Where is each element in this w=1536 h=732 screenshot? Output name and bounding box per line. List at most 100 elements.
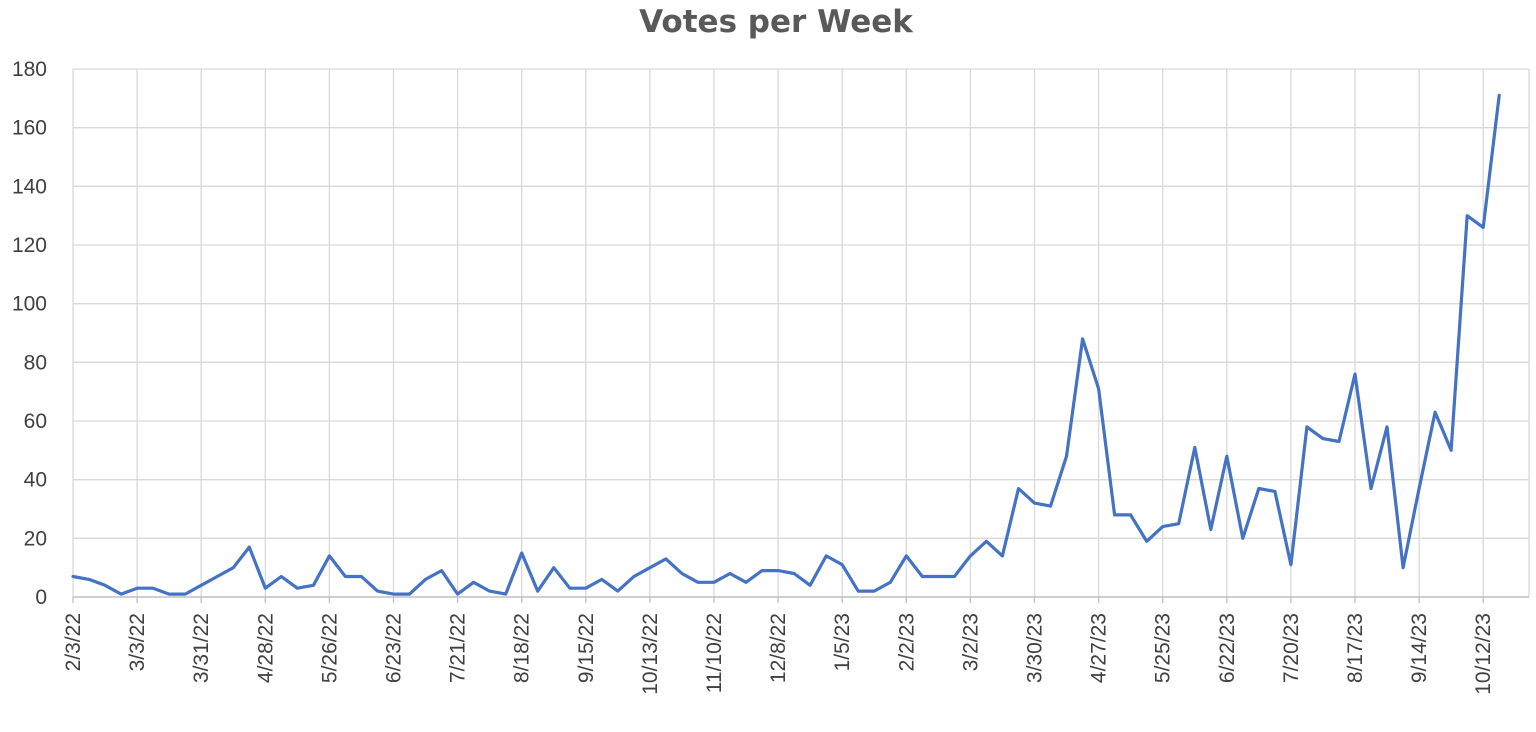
x-tick-label: 5/26/22 — [318, 613, 341, 683]
data-point — [360, 575, 363, 578]
x-tick-label: 3/3/22 — [126, 613, 149, 671]
data-point — [440, 569, 443, 572]
x-tick-label: 3/2/23 — [959, 613, 982, 671]
y-tick-label: 80 — [24, 351, 47, 374]
data-point — [520, 551, 523, 554]
x-tick-label: 5/25/23 — [1152, 613, 1175, 683]
data-point — [152, 587, 155, 590]
data-point — [632, 575, 635, 578]
data-point — [584, 587, 587, 590]
data-point — [600, 578, 603, 581]
data-point — [1450, 449, 1453, 452]
y-tick-label: 120 — [12, 234, 47, 257]
x-tick-label: 6/22/23 — [1216, 613, 1239, 683]
x-tick-label: 3/30/23 — [1024, 613, 1047, 683]
data-point — [1081, 337, 1084, 340]
data-point — [1257, 487, 1260, 490]
data-point — [392, 593, 395, 596]
data-point — [1161, 525, 1164, 528]
data-point — [280, 575, 283, 578]
data-point — [376, 590, 379, 593]
data-point — [873, 590, 876, 593]
data-point — [1321, 437, 1324, 440]
data-point — [1145, 540, 1148, 543]
data-point — [296, 587, 299, 590]
data-point — [1001, 554, 1004, 557]
data-point — [1017, 487, 1020, 490]
series-line — [71, 93, 1501, 596]
data-point — [456, 593, 459, 596]
grid-lines — [72, 68, 1530, 597]
data-point — [761, 569, 764, 572]
data-point — [328, 554, 331, 557]
data-point — [568, 587, 571, 590]
data-point — [1241, 537, 1244, 540]
data-point — [248, 546, 251, 549]
data-point — [1418, 487, 1421, 490]
data-point — [905, 554, 908, 557]
data-point — [536, 590, 539, 593]
data-point — [953, 575, 956, 578]
y-tick-label: 40 — [24, 469, 47, 492]
data-point — [712, 581, 715, 584]
data-point — [168, 593, 171, 596]
x-tick-label: 3/31/22 — [190, 613, 213, 683]
data-point — [264, 587, 267, 590]
data-point — [1273, 490, 1276, 493]
data-point — [120, 593, 123, 596]
x-tick-label: 10/13/22 — [639, 613, 662, 695]
tick-labels: 0 20 40 60 80 100 120 140 160 180 2/3/22 3/3/22 3/31… — [12, 58, 1495, 695]
data-point — [1097, 387, 1100, 390]
data-point — [424, 578, 427, 581]
series-layer — [71, 93, 1501, 596]
data-point — [184, 593, 187, 596]
data-point — [1369, 487, 1372, 490]
data-point — [1209, 528, 1212, 531]
data-point — [216, 575, 219, 578]
x-tick-label: 9/14/23 — [1408, 613, 1431, 683]
data-point — [1402, 566, 1405, 569]
data-point — [1177, 522, 1180, 525]
y-tick-label: 140 — [12, 175, 47, 198]
data-point — [696, 581, 699, 584]
x-tick-label: 12/8/22 — [767, 613, 790, 683]
data-point — [857, 590, 860, 593]
x-tick-label: 7/20/23 — [1280, 613, 1303, 683]
x-tick-label: 9/15/22 — [575, 613, 598, 683]
data-point — [937, 575, 940, 578]
y-tick-label: 60 — [24, 410, 47, 433]
y-tick-label: 100 — [12, 293, 47, 316]
data-point — [71, 575, 74, 578]
data-point — [200, 584, 203, 587]
data-point — [232, 566, 235, 569]
data-point — [889, 581, 892, 584]
data-point — [87, 578, 90, 581]
data-point — [1065, 455, 1068, 458]
data-point — [1049, 505, 1052, 508]
x-tick-label: 10/12/23 — [1472, 613, 1495, 695]
data-point — [841, 563, 844, 566]
y-tick-label: 0 — [35, 586, 47, 609]
data-point — [1385, 425, 1388, 428]
data-point — [552, 566, 555, 569]
y-tick-label: 160 — [12, 117, 47, 140]
data-point — [985, 540, 988, 543]
data-point — [344, 575, 347, 578]
data-point — [744, 581, 747, 584]
x-tick-label: 8/18/22 — [511, 613, 534, 683]
data-point — [1033, 502, 1036, 505]
x-tick-label: 2/2/23 — [895, 613, 918, 671]
data-point — [136, 587, 139, 590]
data-point — [1482, 226, 1485, 229]
data-point — [969, 554, 972, 557]
data-point — [1353, 373, 1356, 376]
x-tick-label: 6/23/22 — [383, 613, 406, 683]
x-tick-label: 4/28/22 — [254, 613, 277, 683]
data-point — [312, 584, 315, 587]
data-point — [664, 557, 667, 560]
y-tick-label: 20 — [24, 527, 47, 550]
data-point — [103, 584, 106, 587]
data-point — [504, 593, 507, 596]
